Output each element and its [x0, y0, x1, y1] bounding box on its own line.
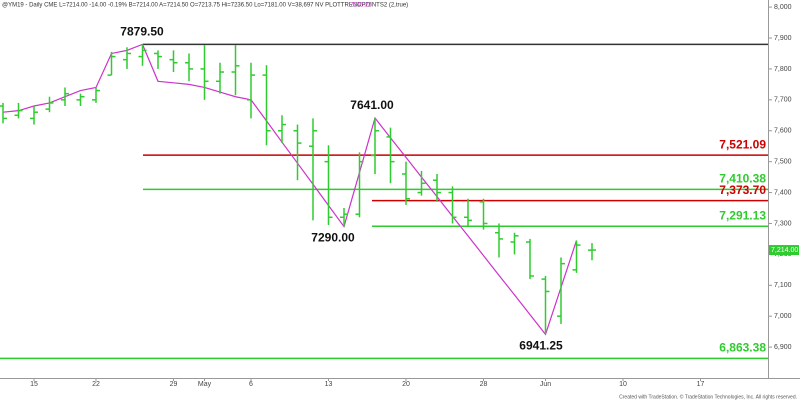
- x-tick-label: 22: [92, 381, 100, 388]
- pivot-label: 7879.50: [120, 25, 164, 39]
- y-tick-label: 7,000: [774, 313, 792, 320]
- y-tick-label: 8,000: [774, 4, 792, 11]
- y-tick-label: 7,100: [774, 282, 792, 289]
- level-label: 7,410.38: [719, 172, 766, 186]
- pivot-label: 7641.00: [350, 98, 394, 112]
- last-price-tag: [769, 245, 799, 256]
- x-tick-label: May: [198, 381, 212, 388]
- x-tick-label: 17: [697, 381, 705, 388]
- y-tick-label: 6,900: [774, 344, 792, 351]
- y-tick-label: 7,600: [774, 128, 792, 135]
- y-tick-label: 7,800: [774, 66, 792, 73]
- y-tick-label: 7,900: [774, 35, 792, 42]
- x-tick-label: 20: [402, 381, 410, 388]
- pivot-label: 6941.25: [519, 339, 563, 353]
- y-tick-label: 7,700: [774, 97, 792, 104]
- level-label: 7,291.13: [719, 208, 766, 222]
- level-label: 7,373.70: [719, 183, 766, 197]
- header-text: @YM19 - Daily CME L=7214.00 -14.00 -0.19…: [2, 3, 408, 9]
- x-tick-label: 10: [619, 381, 627, 388]
- x-tick-label: 15: [30, 381, 38, 388]
- y-tick-label: 7,400: [774, 189, 792, 196]
- last-price-label: 7,214.00: [771, 247, 798, 254]
- header-value: 7245.25: [350, 3, 372, 9]
- pivot-label: 7290.00: [311, 231, 355, 245]
- level-label: 6,863.38: [719, 341, 766, 355]
- zigzag-line: [2, 43, 578, 336]
- x-tick-label: 29: [170, 381, 178, 388]
- y-tick-label: 7,300: [774, 220, 792, 227]
- x-tick-label: Jun: [540, 381, 551, 388]
- footer-text: Created with TradeStation. © TradeStatio…: [619, 393, 797, 400]
- x-tick-label: 13: [325, 381, 333, 388]
- y-tick-label: 7,500: [774, 158, 792, 165]
- x-tick-label: 6: [249, 381, 253, 388]
- level-label: 7,521.09: [719, 137, 766, 151]
- x-tick-label: 28: [480, 381, 488, 388]
